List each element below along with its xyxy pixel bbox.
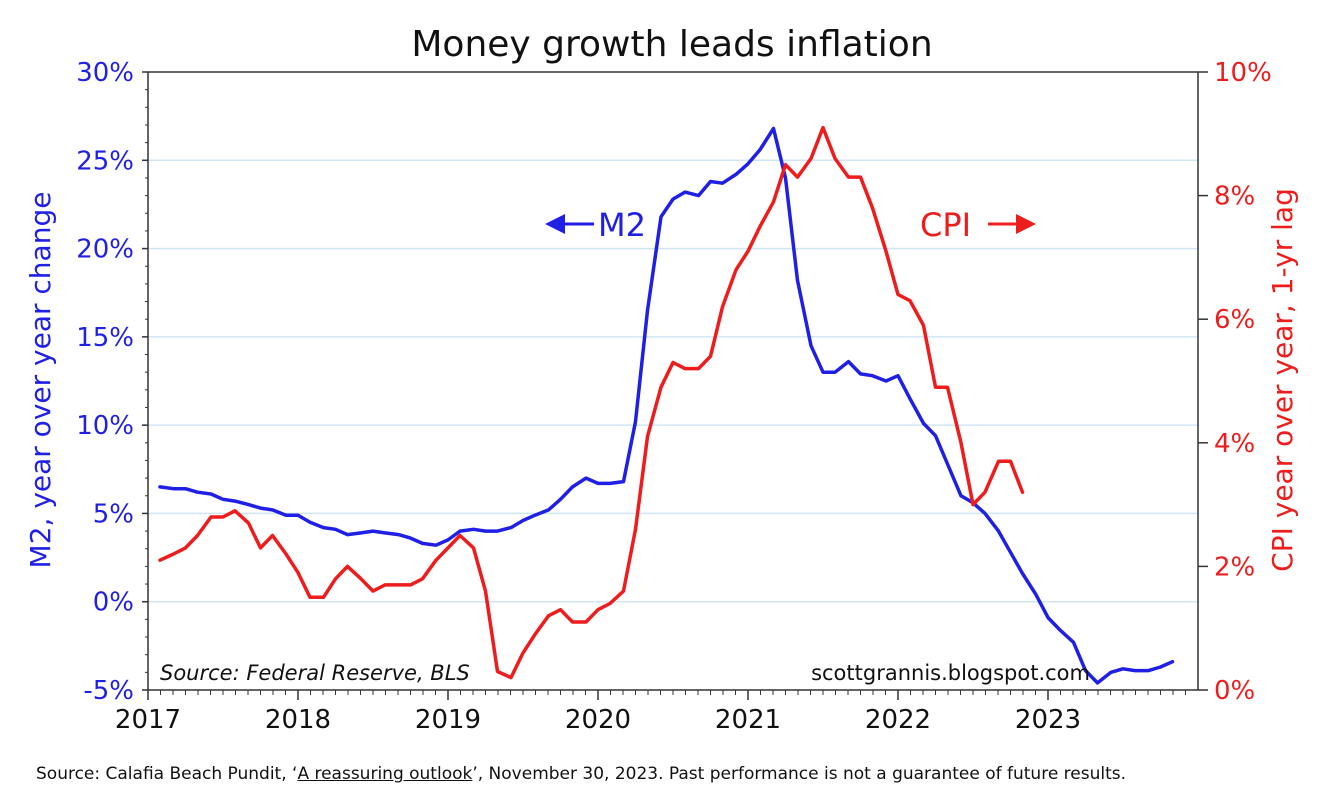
right-tick-label: 0% (1214, 676, 1255, 706)
cpi-series-label: CPI (920, 206, 1036, 244)
m2-line (158, 126, 1175, 685)
x-tick-label: 2018 (265, 705, 331, 735)
left-axis-ticks: -5% 0% 5% 10% 15% 20% 25% 30% (76, 58, 134, 706)
chart-title: Money growth leads inflation (411, 24, 932, 65)
left-tick-label: 0% (93, 588, 134, 618)
right-axis-title: CPI year over year, 1-yr lag (1266, 188, 1299, 572)
left-tick-label: 15% (76, 323, 134, 353)
m2-label: M2 (598, 206, 646, 244)
right-tick-label: 4% (1214, 429, 1255, 459)
series-lines (158, 125, 1175, 685)
left-tick-label: 25% (76, 146, 134, 176)
line-chart: Money growth leads inflation -5% 0% 5% 10% 1… (24, 24, 1299, 735)
chart-source-note: Source: Federal Reserve, BLS (160, 661, 470, 685)
x-tick-label: 2022 (865, 705, 931, 735)
left-tick-label: 20% (76, 235, 134, 265)
x-tick-label: 2023 (1015, 705, 1081, 735)
right-tick-label: 2% (1214, 552, 1255, 582)
footer-link[interactable]: A reassuring outlook (297, 764, 473, 784)
footer-prefix: Source: Calafia Beach Pundit, ‘ (36, 764, 298, 784)
cpi-label: CPI (920, 206, 971, 244)
gridlines (148, 159, 1198, 603)
chart-site-note: scottgrannis.blogspot.com (811, 661, 1090, 685)
x-tick-label: 2021 (715, 705, 781, 735)
right-axis-ticks: 0% 2% 4% 6% 8% 10% (1214, 58, 1272, 706)
x-tick-label: 2020 (565, 705, 631, 735)
left-tick-label: 5% (93, 499, 134, 529)
m2-series-label: M2 (545, 206, 646, 244)
cpi-arrow-head-icon (1016, 214, 1036, 234)
right-tick-label: 10% (1214, 58, 1272, 88)
right-tick-label: 8% (1214, 182, 1255, 212)
footer-suffix: ’, November 30, 2023. Past performance i… (472, 764, 1127, 784)
footer-source: Source: Calafia Beach Pundit, ‘A reassur… (36, 764, 1126, 784)
right-tick-label: 6% (1214, 305, 1255, 335)
x-axis-ticks: 2017 2018 2019 2020 2021 2022 2023 (115, 705, 1081, 735)
left-tick-label: -5% (83, 676, 134, 706)
cpi-line (158, 125, 1025, 680)
left-tick-label: 30% (76, 58, 134, 88)
x-tick-label: 2019 (415, 705, 481, 735)
left-tick-label: 10% (76, 411, 134, 441)
axes (142, 71, 1208, 700)
left-axis-title: M2, year over year change (24, 192, 57, 569)
m2-arrow-head-icon (545, 214, 565, 234)
x-tick-label: 2017 (115, 705, 181, 735)
